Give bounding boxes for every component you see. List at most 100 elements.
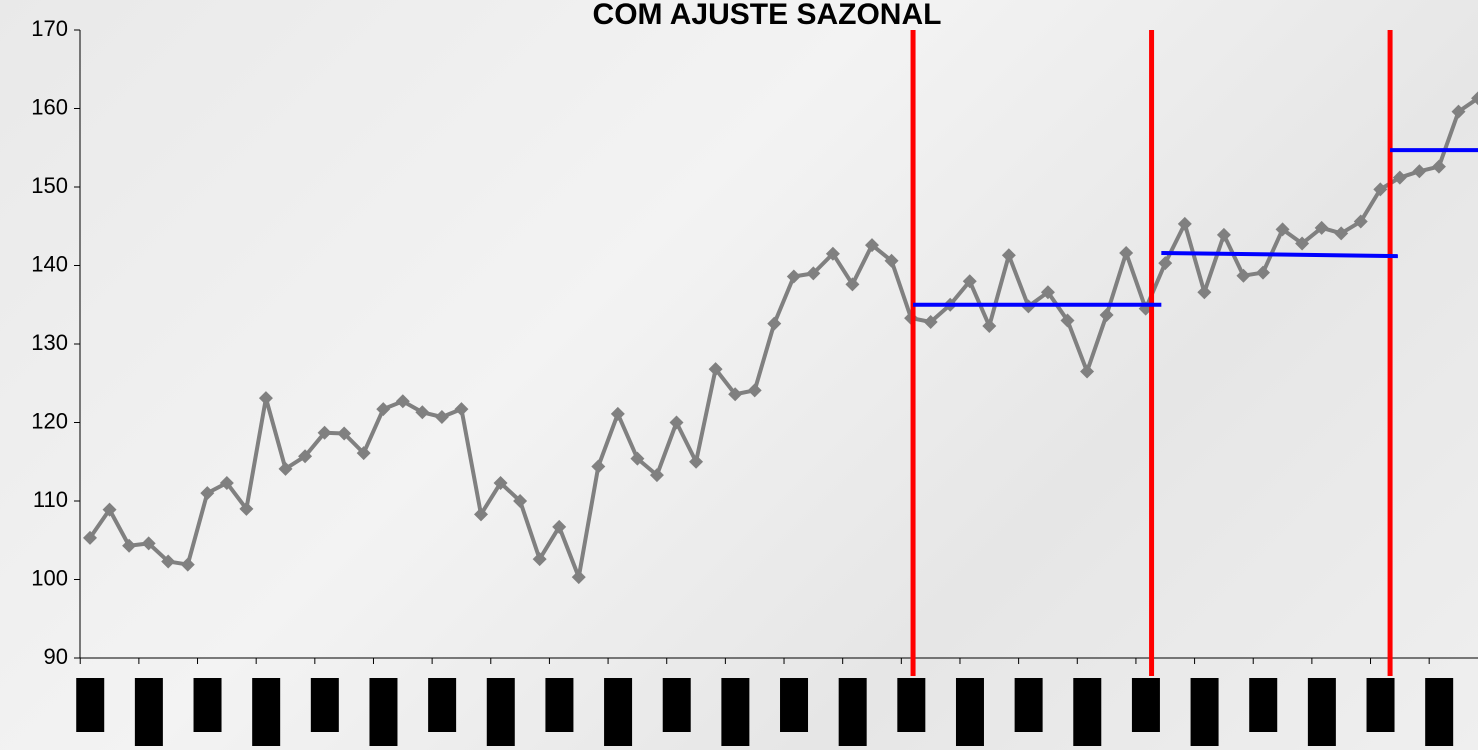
y-tick-label: 150 [31, 173, 68, 198]
x-label-redacted [955, 678, 984, 746]
marker [1119, 245, 1134, 260]
marker [1412, 164, 1427, 179]
marker [200, 486, 215, 501]
marker [317, 425, 332, 440]
marker [1060, 313, 1075, 328]
marker [532, 552, 547, 567]
x-label-redacted [252, 678, 281, 746]
marker [884, 253, 899, 268]
marker [493, 475, 508, 490]
x-label-redacted [1249, 678, 1278, 732]
x-label-redacted [838, 678, 867, 746]
marker [1451, 104, 1466, 119]
marker [102, 502, 117, 517]
marker [83, 530, 97, 545]
marker [1334, 226, 1349, 241]
marker [474, 507, 488, 522]
marker [747, 383, 762, 398]
marker [630, 451, 645, 466]
marker [1099, 307, 1114, 322]
marker [728, 387, 743, 402]
x-label-redacted [134, 678, 163, 746]
x-label-redacted [1307, 678, 1336, 746]
marker [591, 459, 606, 474]
marker [298, 449, 313, 464]
marker [708, 362, 723, 377]
x-label-redacted [310, 678, 339, 732]
marker [1216, 227, 1231, 242]
marker [845, 277, 860, 292]
marker [513, 494, 528, 508]
marker [141, 536, 156, 551]
y-tick-label: 160 [31, 94, 68, 119]
marker [239, 501, 254, 516]
marker [825, 246, 840, 261]
marker [337, 426, 352, 441]
x-label-redacted [369, 678, 398, 746]
marker [356, 446, 371, 461]
line [88, 96, 1478, 580]
marker [1295, 236, 1310, 251]
marker [278, 461, 293, 476]
marker [180, 557, 195, 572]
marker [415, 405, 430, 420]
marker [767, 316, 782, 331]
marker [571, 570, 586, 585]
marker [1080, 364, 1095, 379]
marker [1431, 159, 1446, 174]
marker [434, 410, 449, 425]
y-tick-label: 90 [44, 644, 68, 669]
marker [669, 415, 684, 430]
x-label-redacted [721, 678, 750, 746]
marker [1236, 268, 1251, 283]
x-label-redacted [545, 678, 574, 732]
marker [806, 266, 821, 281]
x-label-redacted [1131, 678, 1160, 732]
x-label-redacted [76, 678, 105, 732]
x-label-redacted [662, 678, 691, 732]
marker [219, 475, 234, 490]
marker [962, 274, 977, 289]
marker [454, 402, 469, 417]
marker [395, 394, 410, 409]
marker [1256, 265, 1270, 280]
x-label-redacted [1073, 678, 1102, 746]
average-line [1161, 250, 1398, 259]
marker [552, 519, 567, 534]
marker [258, 391, 273, 406]
x-label-redacted [780, 678, 809, 732]
marker [1314, 220, 1329, 235]
marker [1373, 182, 1388, 197]
marker [1471, 91, 1478, 106]
x-label-redacted [1366, 678, 1395, 732]
y-tick-label: 140 [31, 251, 68, 276]
x-label-redacted [1190, 678, 1219, 746]
marker [1177, 216, 1192, 231]
marker [610, 406, 625, 421]
marker [1392, 170, 1407, 185]
marker [1001, 248, 1016, 263]
marker [122, 538, 137, 553]
x-label-redacted [1425, 678, 1454, 746]
y-tick-label: 120 [31, 408, 68, 433]
y-tick-label: 170 [31, 16, 68, 41]
marker [161, 554, 176, 569]
y-tick-label: 100 [31, 565, 68, 590]
y-tick-label: 110 [33, 487, 68, 512]
marker [1275, 222, 1290, 237]
marker [865, 238, 879, 253]
y-tick-label: 130 [31, 330, 68, 355]
marker [786, 269, 801, 284]
x-label-redacted [897, 678, 926, 732]
x-label-redacted [1014, 678, 1043, 732]
x-label-redacted [193, 678, 222, 732]
x-label-redacted [428, 678, 457, 732]
x-label-redacted [486, 678, 515, 746]
marker [376, 402, 391, 417]
marker [1158, 256, 1173, 271]
marker [1040, 285, 1055, 300]
marker [649, 468, 664, 483]
marker [1353, 214, 1368, 229]
